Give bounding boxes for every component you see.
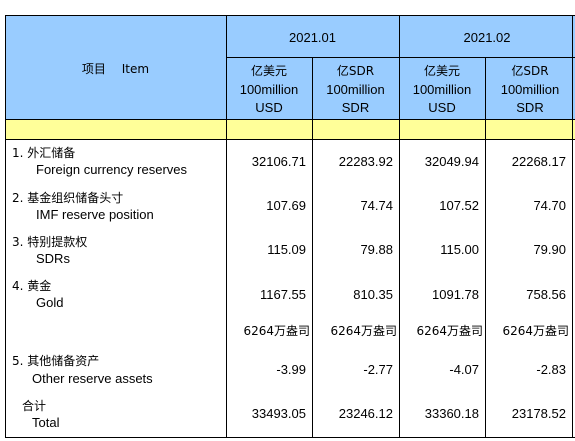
row-5-value-2: 6264万盎司 bbox=[330, 324, 397, 338]
usd-header-2-line-2: 100million bbox=[412, 82, 472, 97]
row-total-en: Total bbox=[32, 415, 60, 430]
sdr-header-2-line-1: 亿SDR bbox=[511, 64, 549, 78]
usd-header-1-line-2: 100million bbox=[239, 82, 299, 97]
grid-line bbox=[572, 15, 573, 438]
grid-line bbox=[226, 15, 227, 438]
usd-header-2-line-1: 亿美元 bbox=[423, 64, 460, 78]
item-header: 项目 Item bbox=[81, 62, 150, 76]
row-total-value-1: 33493.05 bbox=[251, 406, 306, 421]
sdr-header-2-line-3: SDR bbox=[516, 100, 544, 115]
row-1-value-1: 32106.71 bbox=[251, 154, 306, 169]
row-3-value-4: 79.90 bbox=[533, 242, 566, 257]
row-6-cn: 5. 其他储备资产 bbox=[12, 354, 100, 368]
sdr-header-1-line-2: 100million bbox=[326, 82, 385, 97]
usd-header-2-line-3: USD bbox=[428, 100, 456, 115]
row-4-value-2: 810.35 bbox=[353, 287, 393, 302]
row-2-value-2: 74.74 bbox=[360, 198, 393, 213]
sdr-header-1-line-3: SDR bbox=[341, 100, 370, 115]
row-2-value-1: 107.69 bbox=[266, 198, 306, 213]
header-usd-2-cell bbox=[399, 57, 485, 119]
grid-line bbox=[399, 15, 400, 438]
grid-line bbox=[5, 437, 575, 438]
usd-header-1-line-1: 亿美元 bbox=[250, 64, 287, 78]
row-1-en: Foreign currency reserves bbox=[36, 162, 187, 177]
sdr-header-2-line-2: 100million bbox=[500, 82, 560, 97]
row-6-value-1: -3.99 bbox=[276, 362, 306, 377]
row-1-value-2: 22283.92 bbox=[338, 154, 393, 169]
period-header-1: 2021.01 bbox=[289, 30, 336, 45]
row-6-value-2: -2.77 bbox=[363, 362, 393, 377]
row-4-value-1: 1167.55 bbox=[259, 287, 306, 302]
row-6-value-3: -4.07 bbox=[449, 362, 479, 377]
row-3-value-3: 115.00 bbox=[440, 242, 479, 257]
period-header-2: 2021.02 bbox=[463, 30, 511, 45]
spacer-row bbox=[5, 120, 575, 139]
row-3-en: SDRs bbox=[36, 251, 70, 266]
header-sdr-1-cell bbox=[312, 57, 399, 119]
row-total-value-3: 33360.18 bbox=[424, 406, 479, 421]
header-item-cell bbox=[5, 16, 226, 119]
row-6-value-4: -2.83 bbox=[536, 362, 566, 377]
header-usd-1-cell bbox=[226, 57, 312, 119]
row-6-en: Other reserve assets bbox=[32, 371, 153, 386]
row-total-cn: 合计 bbox=[22, 399, 47, 413]
grid-line bbox=[5, 15, 575, 16]
row-4-value-3: 1091.78 bbox=[432, 287, 479, 302]
row-2-value-3: 107.52 bbox=[439, 198, 479, 213]
grid-line bbox=[5, 15, 6, 438]
sdr-header-1-line-1: 亿SDR bbox=[336, 64, 375, 78]
row-3-value-2: 79.88 bbox=[360, 242, 393, 257]
row-total-value-2: 23246.12 bbox=[338, 406, 393, 421]
row-5-value-3: 6264万盎司 bbox=[416, 324, 483, 338]
row-4-cn: 4. 黄金 bbox=[12, 279, 52, 293]
grid-line bbox=[485, 57, 486, 438]
row-3-cn: 3. 特别提款权 bbox=[12, 235, 88, 249]
header-period-1-cell bbox=[226, 16, 399, 57]
row-3-value-1: 115.09 bbox=[267, 242, 306, 257]
usd-header-1-line-3: USD bbox=[255, 100, 283, 115]
row-2-value-4: 74.70 bbox=[533, 198, 566, 213]
row-1-value-4: 22268.17 bbox=[511, 154, 566, 169]
row-2-cn: 2. 基金组织储备头寸 bbox=[12, 191, 124, 205]
grid-line bbox=[226, 57, 575, 58]
row-5-value-4: 6264万盎司 bbox=[502, 324, 569, 338]
row-5-value-1: 6264万盎司 bbox=[243, 324, 310, 338]
grid-line bbox=[5, 139, 575, 140]
header-period-2-cell bbox=[399, 16, 575, 57]
row-total-value-4: 23178.52 bbox=[511, 406, 566, 421]
row-1-cn: 1. 外汇储备 bbox=[12, 146, 76, 160]
row-1-value-3: 32049.94 bbox=[424, 154, 479, 169]
grid-line bbox=[5, 119, 575, 120]
row-2-en: IMF reserve position bbox=[36, 207, 154, 222]
row-4-value-4: 758.56 bbox=[526, 287, 566, 302]
header-sdr-2-cell bbox=[485, 57, 575, 119]
row-4-en: Gold bbox=[36, 295, 64, 310]
grid-line bbox=[312, 57, 313, 438]
